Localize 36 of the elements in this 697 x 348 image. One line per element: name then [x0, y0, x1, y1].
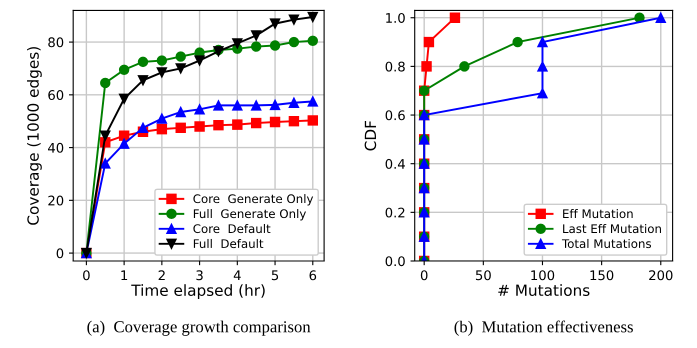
legend-label: Eff Mutation [563, 209, 633, 218]
text: (b) Mutation effectiveness [454, 320, 633, 336]
y-tick-label: 80 [48, 37, 64, 48]
y-tick-label: 60 [48, 90, 64, 100]
x-tick-label: 150 [590, 270, 614, 280]
legend-label: Last Eff Mutation [563, 224, 661, 234]
y-tick-label: 0.4 [386, 158, 405, 169]
y-tick-label: 0 [56, 248, 64, 258]
y-tick-label: 40 [48, 142, 64, 153]
x-tick-label: 0 [420, 270, 428, 280]
y-tick-label: 0.8 [386, 62, 405, 72]
x-tick-label: 1 [121, 270, 128, 280]
legend-label: Full Generate Only [194, 209, 306, 220]
x-tick-label: 6 [310, 270, 316, 280]
x-tick-label: 5 [272, 270, 278, 280]
y-tick-label: 0.2 [386, 208, 404, 218]
x-tick-label: 2 [158, 270, 165, 280]
x-tick-label: 200 [649, 270, 672, 280]
x-axis-title: # Mutations [498, 284, 590, 296]
legend-label: Core Generate Only [193, 194, 314, 206]
text: (a) Coverage growth comparison [87, 320, 310, 336]
y-tick-label: 1.0 [386, 12, 405, 23]
y-tick-label: 0.0 [386, 256, 405, 266]
y-tick-label: 0.6 [386, 110, 405, 120]
y-axis-title: CDF [364, 121, 376, 150]
x-tick-label: 50 [476, 270, 491, 280]
x-tick-label: 3 [196, 270, 203, 280]
y-axis-title: Coverage (1000 edges) [27, 47, 42, 225]
x-tick-label: 0 [83, 270, 90, 280]
y-tick-label: 20 [48, 196, 64, 206]
x-tick-label: 4 [234, 270, 241, 280]
x-axis-title: Time elapsed (hr) [131, 284, 265, 299]
x-tick-label: 100 [531, 270, 554, 280]
legend-label: Full Default [194, 238, 264, 248]
legend-label: Core Default [193, 224, 270, 234]
legend-label: Total Mutations [562, 238, 652, 248]
